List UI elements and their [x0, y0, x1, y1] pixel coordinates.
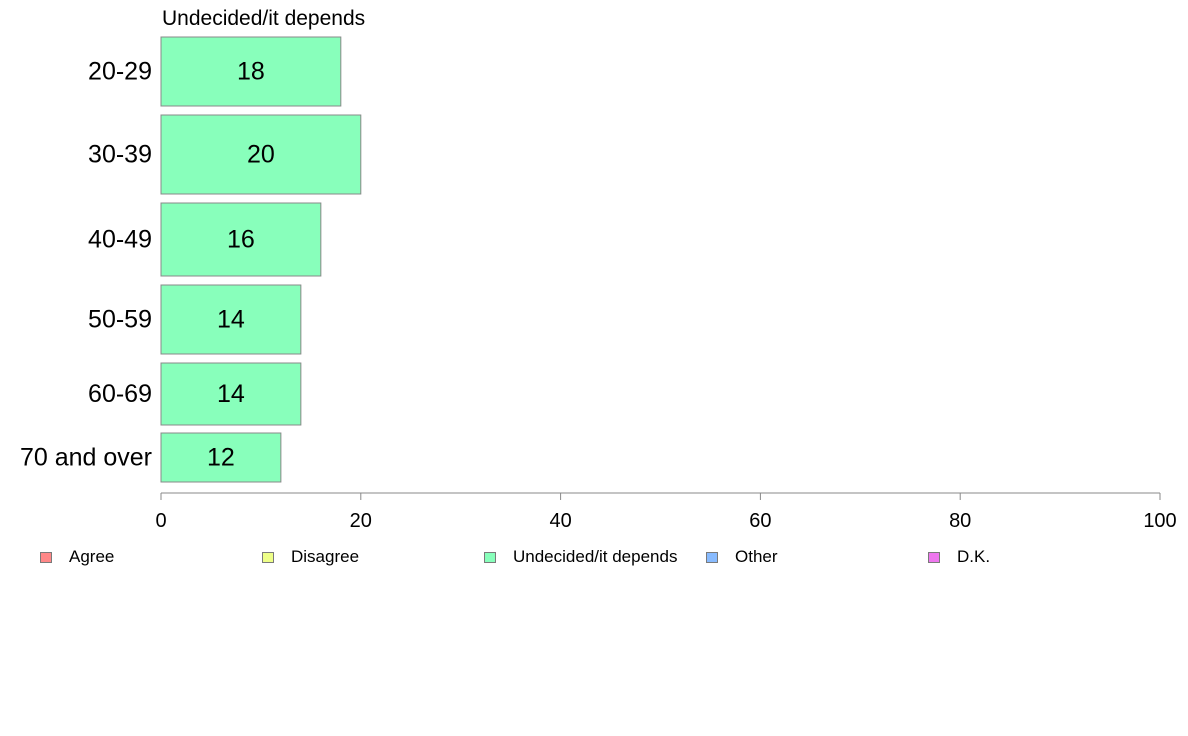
bar-chart: Undecided/it depends 18 20-29 20 30-39 16 40-… — [20, 7, 1177, 532]
x-tick-label: 80 — [949, 510, 971, 532]
bar-value-label: 16 — [227, 226, 255, 254]
bar — [160, 36, 342, 107]
legend-label: Other — [735, 547, 778, 566]
bar — [160, 284, 302, 355]
x-axis: 0 20 40 60 80 100 — [155, 492, 1177, 532]
legend-label: D.K. — [957, 547, 991, 566]
category-label: 20-29 — [88, 58, 152, 86]
bar — [160, 114, 362, 195]
bar-value-label: 12 — [207, 444, 235, 472]
bar-value-label: 14 — [217, 306, 245, 334]
legend-swatch — [262, 551, 274, 563]
category-label: 70 and over — [20, 444, 152, 472]
bar-value-label: 18 — [237, 58, 265, 86]
legend: Agree Disagree Undecided/it depends Other D.… — [0, 545, 1188, 569]
legend-label: Agree — [69, 547, 115, 566]
legend-item: D.K. — [928, 545, 990, 569]
x-tick-label: 40 — [549, 510, 571, 532]
legend-item: Agree — [40, 545, 114, 569]
legend-swatch — [40, 551, 52, 563]
bar — [160, 432, 282, 483]
x-tick-label: 100 — [1143, 510, 1176, 532]
x-tick-label: 20 — [350, 510, 372, 532]
legend-swatch — [928, 551, 940, 563]
bars-layer: 18 20-29 20 30-39 16 40-49 14 50-59 14 60-69 12 70 … — [20, 36, 362, 483]
legend-swatch — [706, 551, 718, 563]
bar-value-label: 14 — [217, 380, 245, 408]
legend-item: Undecided/it depends — [484, 545, 677, 569]
x-tick-label: 60 — [749, 510, 771, 532]
legend-label: Undecided/it depends — [513, 547, 678, 566]
bar — [160, 362, 302, 426]
legend-item: Disagree — [262, 545, 359, 569]
category-label: 40-49 — [88, 226, 152, 254]
bar — [160, 202, 322, 277]
legend-label: Disagree — [291, 547, 360, 566]
legend-swatch — [484, 551, 496, 563]
category-label: 60-69 — [88, 380, 152, 408]
legend-item: Other — [706, 545, 778, 569]
category-label: 50-59 — [88, 306, 152, 334]
category-label: 30-39 — [88, 141, 152, 169]
bar-value-label: 20 — [247, 141, 275, 169]
x-tick-label: 0 — [155, 510, 166, 532]
chart-title: Undecided/it depends — [162, 7, 365, 30]
